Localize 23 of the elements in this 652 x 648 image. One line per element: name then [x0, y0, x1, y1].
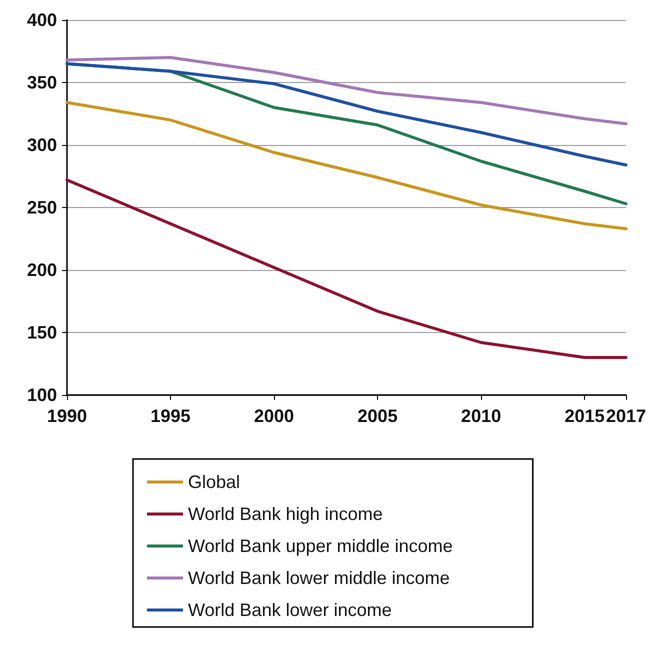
legend-label: World Bank upper middle income [188, 536, 453, 556]
legend-label: World Bank lower middle income [188, 568, 450, 588]
line-series [66, 56, 628, 126]
x-tick-label: 2010 [461, 406, 502, 426]
y-tick-label: 200 [26, 260, 57, 280]
y-tick-label: 250 [26, 198, 57, 218]
y-tick-label: 300 [26, 135, 57, 155]
y-tick-label: 400 [26, 10, 57, 30]
line-series [66, 178, 628, 359]
x-tick-label: 2017 [606, 406, 646, 426]
line-series [66, 101, 628, 230]
y-tick-label: 150 [26, 322, 57, 342]
y-tick-label: 100 [26, 385, 57, 405]
x-tick-label: 1990 [46, 406, 88, 426]
legend-label: World Bank lower income [188, 600, 392, 620]
line-series [66, 62, 628, 166]
x-tick-label: 2000 [254, 406, 294, 426]
y-tick-label: 350 [26, 72, 57, 92]
x-tick-label: 2015 [564, 406, 605, 426]
x-tick-label: 1995 [150, 406, 191, 426]
legend-label: World Bank high income [188, 504, 383, 524]
x-tick-label: 2005 [358, 406, 398, 426]
legend-label: Global [188, 472, 240, 492]
